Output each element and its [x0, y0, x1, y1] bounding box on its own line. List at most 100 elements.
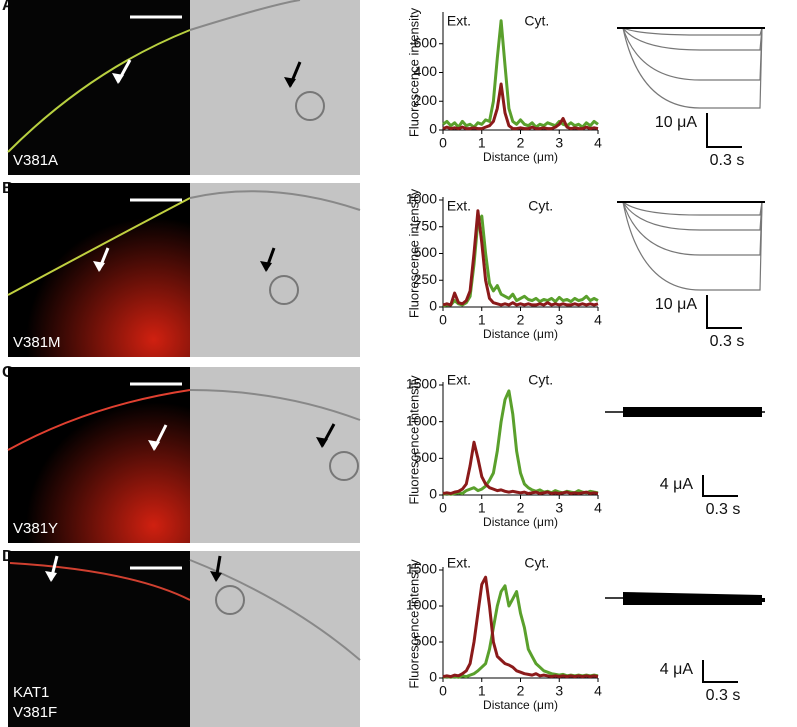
x-tick-label: 0 — [439, 135, 447, 151]
annotation: Ext. — [447, 555, 471, 571]
y-tick-label: 1500 — [406, 376, 437, 392]
image-label: V381F — [13, 704, 57, 721]
current-scale-label: 10 μA — [655, 114, 697, 131]
panel-letter: B — [2, 180, 14, 197]
debris — [329, 451, 359, 481]
annotation: Cyt. — [528, 372, 553, 388]
annotation: Cyt. — [524, 13, 549, 29]
arrow-head — [316, 437, 328, 448]
time-scale-label: 0.3 s — [710, 333, 745, 350]
brightfield-image — [190, 551, 360, 727]
x-tick-label: 2 — [517, 683, 525, 699]
series-line — [442, 575, 599, 679]
current-trace — [623, 592, 762, 605]
x-tick-label: 2 — [517, 500, 525, 516]
x-tick-label: 3 — [555, 683, 563, 699]
y-tick-label: 0 — [429, 298, 437, 314]
arrow-head — [148, 440, 160, 451]
arrow-head — [93, 261, 105, 272]
series-line — [442, 214, 599, 308]
annotation: Ext. — [447, 198, 471, 214]
membrane — [9, 562, 191, 601]
x-tick-label: 1 — [478, 500, 486, 516]
y-tick-label: 500 — [414, 449, 438, 465]
current-scale-bar — [702, 475, 738, 497]
current-trace — [622, 201, 763, 231]
x-tick-label: 3 — [555, 135, 563, 151]
y-tick-label: 200 — [414, 92, 438, 108]
series-line — [442, 584, 599, 679]
current-scale-bar — [706, 295, 742, 329]
brightfield-image — [190, 183, 360, 357]
image-label: V381Y — [13, 520, 58, 537]
x-tick-label: 3 — [555, 500, 563, 516]
y-axis-label: Fluorescence intensity — [406, 188, 421, 318]
y-axis-label: Fluorescence intensity — [406, 559, 421, 689]
membrane — [7, 389, 191, 451]
time-scale-label: 0.3 s — [706, 687, 741, 704]
y-tick-label: 750 — [414, 217, 438, 233]
current-trace — [622, 27, 763, 51]
arrow-head — [284, 77, 296, 88]
y-tick-label: 500 — [414, 244, 438, 260]
current-scale-bar — [702, 660, 738, 683]
current-trace — [622, 27, 763, 109]
x-tick-label: 1 — [478, 312, 486, 328]
x-tick-label: 2 — [517, 135, 525, 151]
x-tick-label: 4 — [594, 312, 602, 328]
arrow-head — [260, 261, 272, 272]
series-line — [442, 82, 599, 131]
x-tick-label: 0 — [439, 500, 447, 516]
series-line — [442, 19, 599, 129]
x-tick-label: 0 — [439, 312, 447, 328]
debris — [295, 91, 325, 121]
x-axis-label: Distance (μm) — [483, 150, 558, 164]
debris — [215, 585, 245, 615]
y-tick-label: 1000 — [406, 597, 437, 613]
y-tick-label: 500 — [414, 633, 438, 649]
x-tick-label: 0 — [439, 683, 447, 699]
x-axis-label: Distance (μm) — [483, 327, 558, 341]
y-tick-label: 600 — [414, 34, 438, 50]
panel-letter: D — [2, 548, 14, 565]
time-scale-label: 0.3 s — [710, 152, 745, 169]
x-tick-label: 1 — [478, 683, 486, 699]
series-line — [442, 440, 599, 495]
series-line — [442, 209, 599, 307]
annotation: Cyt. — [528, 198, 553, 214]
current-trace — [622, 201, 763, 256]
membrane — [7, 197, 191, 296]
y-tick-label: 1000 — [406, 412, 437, 428]
current-scale-label: 10 μA — [655, 296, 697, 313]
x-tick-label: 2 — [517, 312, 525, 328]
y-tick-label: 1500 — [406, 561, 437, 577]
y-tick-label: 400 — [414, 63, 438, 79]
x-tick-label: 1 — [478, 135, 486, 151]
time-scale-label: 0.3 s — [706, 501, 741, 518]
cell-edge — [189, 389, 361, 421]
image-label: KAT1 — [13, 684, 49, 701]
current-trace — [622, 201, 763, 291]
brightfield-image — [190, 0, 360, 175]
cell-edge — [189, 190, 361, 211]
annotation: Ext. — [447, 13, 471, 29]
y-axis-label: Fluorescence intensity — [406, 7, 421, 137]
y-tick-label: 1000 — [406, 191, 437, 207]
arrow-head — [112, 73, 124, 84]
debris — [269, 275, 299, 305]
current-trace — [622, 201, 763, 216]
membrane — [7, 29, 191, 153]
current-scale-label: 4 μA — [660, 661, 694, 678]
y-tick-label: 0 — [429, 669, 437, 685]
annotation: Ext. — [447, 372, 471, 388]
cell-edge — [189, 559, 361, 661]
current-trace — [622, 27, 763, 36]
annotation: Cyt. — [524, 555, 549, 571]
y-axis-label: Fluorescence intensity — [406, 375, 421, 505]
image-label: V381M — [13, 334, 61, 351]
x-tick-label: 4 — [594, 500, 602, 516]
x-tick-label: 3 — [555, 312, 563, 328]
arrow-head — [210, 571, 222, 582]
y-tick-label: 0 — [429, 486, 437, 502]
